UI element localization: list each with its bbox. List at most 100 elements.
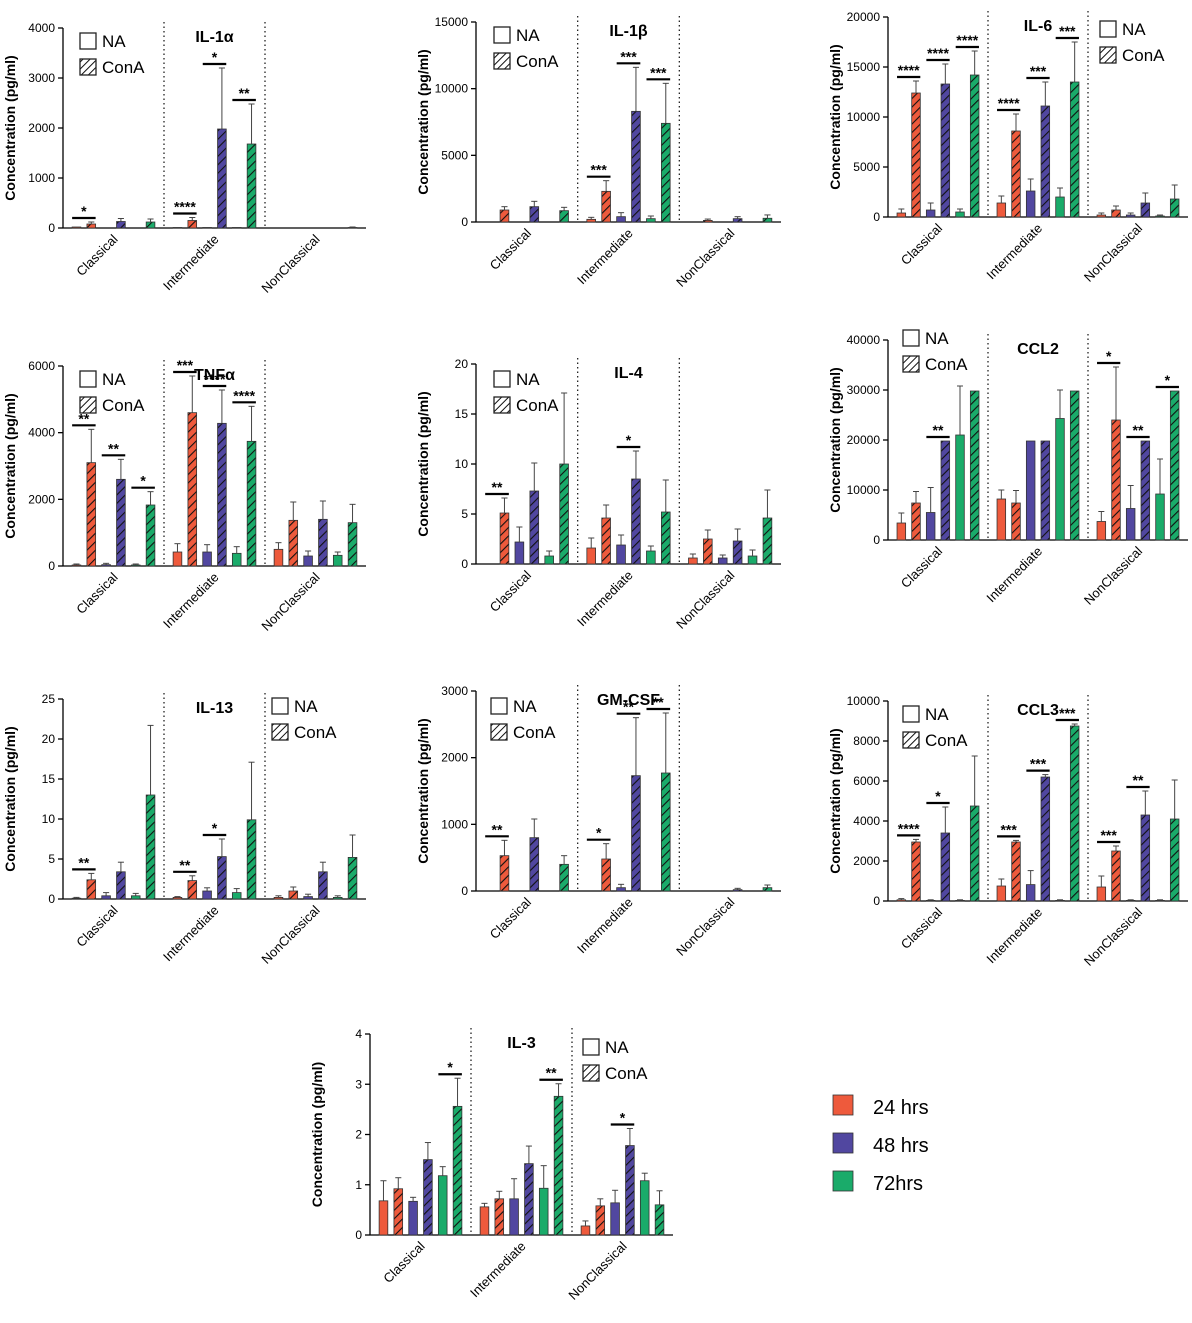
category-label: Intermediate bbox=[160, 903, 222, 965]
legend-label-na: NA bbox=[516, 26, 540, 45]
y-tick-label: 10000 bbox=[847, 483, 881, 497]
legend-label-cona: ConA bbox=[294, 723, 337, 742]
y-tick-label: 15000 bbox=[847, 60, 881, 74]
bar bbox=[529, 837, 540, 892]
bar bbox=[202, 890, 212, 900]
legend-label-72h: 72hrs bbox=[873, 1173, 923, 1195]
legend-swatch-24h bbox=[832, 1094, 854, 1116]
significance-label: **** bbox=[898, 820, 920, 836]
bar bbox=[408, 1200, 418, 1236]
y-axis bbox=[471, 21, 781, 223]
y-tick-label: 0 bbox=[461, 215, 468, 229]
legend-swatch-na bbox=[79, 370, 97, 388]
y-axis-label: Concentration (pg/ml) bbox=[415, 391, 431, 536]
bar bbox=[71, 226, 82, 229]
y-tick-label: 10000 bbox=[847, 694, 881, 708]
y-tick-label: 0 bbox=[873, 533, 880, 547]
significance-label: **** bbox=[204, 371, 226, 387]
bar bbox=[202, 551, 212, 567]
significance-label: * bbox=[140, 473, 146, 489]
bar bbox=[509, 1198, 519, 1236]
chart-title: CCL2 bbox=[1017, 341, 1059, 358]
bar bbox=[559, 463, 569, 565]
bar bbox=[732, 540, 743, 565]
bar bbox=[661, 122, 671, 223]
bar bbox=[762, 217, 773, 223]
y-tick-label: 1000 bbox=[441, 817, 468, 831]
y-tick-label: 2 bbox=[355, 1128, 362, 1142]
y-tick-label: 8000 bbox=[853, 734, 880, 748]
significance-label: **** bbox=[898, 62, 920, 78]
treatment-legend: NA ConA bbox=[79, 370, 145, 415]
bar bbox=[217, 856, 227, 900]
y-tick-label: 0 bbox=[48, 892, 55, 906]
bar bbox=[378, 1200, 389, 1236]
bar bbox=[762, 517, 773, 565]
bar bbox=[318, 518, 328, 567]
legend-label-na: NA bbox=[102, 370, 126, 389]
chart-il6: 0 5000 10000 15000 20000 Concentration (pg/ml… bbox=[827, 10, 1188, 285]
bar bbox=[661, 511, 671, 565]
y-tick-label: 15 bbox=[42, 772, 56, 786]
bar bbox=[940, 440, 951, 541]
legend-swatch-cona bbox=[79, 396, 97, 414]
bar bbox=[654, 1204, 665, 1236]
bar bbox=[631, 478, 641, 565]
bar bbox=[1011, 841, 1021, 902]
y-axis bbox=[883, 16, 1188, 218]
chart-title: GM-CSF bbox=[597, 692, 660, 709]
bar bbox=[101, 895, 111, 900]
bar bbox=[86, 879, 97, 900]
category-label: Intermediate bbox=[160, 570, 222, 632]
bar bbox=[969, 74, 980, 218]
bar bbox=[996, 498, 1007, 541]
significance-label: * bbox=[620, 1109, 626, 1125]
bar bbox=[631, 110, 641, 223]
bar bbox=[703, 219, 713, 223]
y-tick-label: 6000 bbox=[28, 359, 55, 373]
significance-label: ** bbox=[1133, 772, 1144, 788]
bar bbox=[437, 1175, 448, 1236]
y-tick-label: 0 bbox=[355, 1228, 362, 1242]
chart-title: TNFα bbox=[194, 367, 235, 384]
legend-label-na: NA bbox=[294, 697, 318, 716]
chart-title: CCL3 bbox=[1017, 702, 1059, 719]
legend-label-na: NA bbox=[102, 32, 126, 51]
y-tick-label: 5 bbox=[48, 852, 55, 866]
category-label: NonClassical bbox=[565, 1238, 629, 1302]
category-label: Intermediate bbox=[983, 905, 1045, 967]
y-axis-label: Concentration (pg/ml) bbox=[2, 726, 18, 871]
bar bbox=[1169, 818, 1180, 902]
bar bbox=[732, 889, 743, 892]
significance-label: * bbox=[596, 825, 602, 841]
significance-label: *** bbox=[1030, 756, 1047, 772]
chart-title: IL-1β bbox=[609, 23, 647, 40]
bar bbox=[631, 775, 641, 892]
time-legend: 24 hrs 48 hrs 72hrs bbox=[832, 1094, 929, 1195]
y-axis bbox=[365, 1033, 673, 1236]
bar bbox=[524, 1163, 534, 1236]
significance-label: **** bbox=[998, 95, 1020, 111]
legend-label-cona: ConA bbox=[102, 58, 145, 77]
y-axis-label: Concentration (pg/ml) bbox=[2, 393, 18, 538]
category-label: Classical bbox=[898, 543, 945, 590]
legend-swatch-cona bbox=[493, 396, 511, 414]
category-label: Classical bbox=[73, 902, 120, 949]
legend-label-cona: ConA bbox=[513, 723, 556, 742]
bar bbox=[332, 897, 343, 900]
bar bbox=[544, 555, 554, 565]
bar bbox=[1069, 81, 1080, 218]
bar bbox=[586, 218, 596, 223]
treatment-legend: NA ConA bbox=[1099, 20, 1165, 65]
bar bbox=[969, 390, 980, 541]
treatment-legend: NA ConA bbox=[493, 26, 559, 71]
bar bbox=[71, 897, 82, 900]
y-tick-label: 3000 bbox=[28, 71, 55, 85]
bar bbox=[347, 522, 358, 567]
y-tick-label: 10 bbox=[42, 812, 56, 826]
bar bbox=[1096, 214, 1107, 218]
y-tick-label: 4000 bbox=[853, 814, 880, 828]
significance-label: ** bbox=[933, 422, 944, 438]
